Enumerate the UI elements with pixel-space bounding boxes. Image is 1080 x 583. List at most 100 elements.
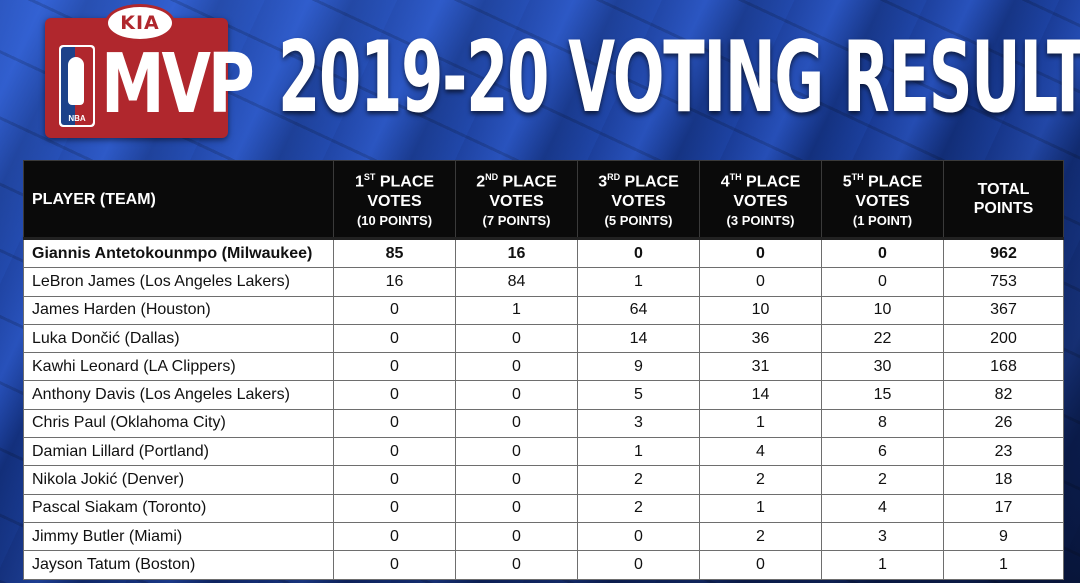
total-points-cell: 9	[943, 521, 1064, 552]
player-cell: Giannis Antetokounmpo (Milwaukee)	[23, 236, 334, 269]
first-place-votes-cell: 0	[333, 352, 456, 382]
total-points-cell: 18	[943, 465, 1064, 495]
player-cell: Damian Lillard (Portland)	[23, 437, 334, 467]
first-place-votes-cell: 0	[333, 493, 456, 523]
second-place-votes-cell: 0	[455, 323, 578, 354]
fifth-place-votes-cell: 10	[821, 295, 944, 325]
kia-mvp-logo: NBA MVP	[45, 18, 255, 138]
results-table-container: PLAYER (TEAM) 1ST PLACE VOTES (10 POINTS…	[23, 160, 1064, 580]
total-points-cell: 82	[943, 380, 1064, 410]
second-place-votes-cell: 16	[455, 236, 578, 269]
second-place-votes-cell: 0	[455, 380, 578, 410]
fourth-place-votes-cell: 0	[699, 550, 822, 580]
player-cell: Chris Paul (Oklahoma City)	[23, 408, 334, 439]
third-place-votes-cell: 9	[577, 352, 700, 382]
player-cell: Pascal Siakam (Toronto)	[23, 493, 334, 523]
total-points-cell: 962	[943, 236, 1064, 269]
third-place-votes-cell: 5	[577, 380, 700, 410]
first-place-votes-cell: 16	[333, 267, 456, 297]
mvp-text: MVP	[101, 37, 255, 132]
second-place-votes-cell: 84	[455, 267, 578, 297]
total-points-cell: 168	[943, 352, 1064, 382]
second-place-votes-cell: 0	[455, 352, 578, 382]
fifth-place-votes-cell: 8	[821, 408, 944, 439]
header-3rd-place: 3RD PLACE VOTES (5 POINTS)	[577, 160, 700, 239]
third-place-votes-cell: 1	[577, 267, 700, 297]
total-points-cell: 367	[943, 295, 1064, 325]
player-cell: Luka Dončić (Dallas)	[23, 323, 334, 354]
fifth-place-votes-cell: 30	[821, 352, 944, 382]
first-place-votes-cell: 0	[333, 465, 456, 495]
fourth-place-votes-cell: 1	[699, 493, 822, 523]
fourth-place-votes-cell: 0	[699, 236, 822, 269]
third-place-votes-cell: 0	[577, 550, 700, 580]
player-cell: Nikola Jokić (Denver)	[23, 465, 334, 495]
fifth-place-votes-cell: 6	[821, 437, 944, 467]
table-header-row: PLAYER (TEAM) 1ST PLACE VOTES (10 POINTS…	[23, 160, 1064, 239]
second-place-votes-cell: 0	[455, 408, 578, 439]
fifth-place-votes-cell: 3	[821, 521, 944, 552]
fifth-place-votes-cell: 0	[821, 267, 944, 297]
third-place-votes-cell: 64	[577, 295, 700, 325]
player-cell: Anthony Davis (Los Angeles Lakers)	[23, 380, 334, 410]
third-place-votes-cell: 0	[577, 521, 700, 552]
fifth-place-votes-cell: 15	[821, 380, 944, 410]
nba-logo-text: NBA	[68, 114, 86, 123]
table-row: Nikola Jokić (Denver) 0 0 2 2 2 18	[23, 465, 1064, 495]
header-5th-place: 5TH PLACE VOTES (1 POINT)	[821, 160, 944, 239]
third-place-votes-cell: 1	[577, 437, 700, 467]
table-row: Pascal Siakam (Toronto) 0 0 2 1 4 17	[23, 493, 1064, 523]
total-points-cell: 26	[943, 408, 1064, 439]
fourth-place-votes-cell: 2	[699, 521, 822, 552]
player-cell: Jayson Tatum (Boston)	[23, 550, 334, 580]
player-cell: Kawhi Leonard (LA Clippers)	[23, 352, 334, 382]
total-points-cell: 200	[943, 323, 1064, 354]
fifth-place-votes-cell: 0	[821, 236, 944, 269]
fifth-place-votes-cell: 22	[821, 323, 944, 354]
first-place-votes-cell: 0	[333, 380, 456, 410]
fourth-place-votes-cell: 36	[699, 323, 822, 354]
table-row: Kawhi Leonard (LA Clippers) 0 0 9 31 30 168	[23, 352, 1064, 382]
table-row: LeBron James (Los Angeles Lakers) 16 84 1 0 0…	[23, 267, 1064, 297]
table-row: Anthony Davis (Los Angeles Lakers) 0 0 5 14 1…	[23, 380, 1064, 410]
second-place-votes-cell: 0	[455, 550, 578, 580]
fifth-place-votes-cell: 2	[821, 465, 944, 495]
total-points-cell: 1	[943, 550, 1064, 580]
player-cell: James Harden (Houston)	[23, 295, 334, 325]
nba-logo-icon: NBA	[59, 45, 95, 127]
second-place-votes-cell: 0	[455, 465, 578, 495]
header-player-team: PLAYER (TEAM)	[23, 160, 334, 239]
first-place-votes-cell: 0	[333, 295, 456, 325]
first-place-votes-cell: 0	[333, 437, 456, 467]
fourth-place-votes-cell: 1	[699, 408, 822, 439]
first-place-votes-cell: 0	[333, 550, 456, 580]
first-place-votes-cell: 0	[333, 521, 456, 552]
fourth-place-votes-cell: 4	[699, 437, 822, 467]
table-row: Jayson Tatum (Boston) 0 0 0 0 1 1	[23, 550, 1064, 580]
table-row: Chris Paul (Oklahoma City) 0 0 3 1 8 26	[23, 408, 1064, 439]
third-place-votes-cell: 14	[577, 323, 700, 354]
table-row: Damian Lillard (Portland) 0 0 1 4 6 23	[23, 437, 1064, 467]
first-place-votes-cell: 0	[333, 408, 456, 439]
header-4th-place: 4TH PLACE VOTES (3 POINTS)	[699, 160, 822, 239]
second-place-votes-cell: 0	[455, 493, 578, 523]
kia-logo: KIA	[105, 4, 175, 42]
fifth-place-votes-cell: 1	[821, 550, 944, 580]
fourth-place-votes-cell: 2	[699, 465, 822, 495]
table-row: Luka Dončić (Dallas) 0 0 14 36 22 200	[23, 323, 1064, 354]
voting-results-table: PLAYER (TEAM) 1ST PLACE VOTES (10 POINTS…	[23, 160, 1064, 580]
header-total-points: TOTAL POINTS	[943, 160, 1064, 239]
player-cell: LeBron James (Los Angeles Lakers)	[23, 267, 334, 297]
fourth-place-votes-cell: 10	[699, 295, 822, 325]
first-place-votes-cell: 85	[333, 236, 456, 269]
total-points-cell: 753	[943, 267, 1064, 297]
header-1st-place: 1ST PLACE VOTES (10 POINTS)	[333, 160, 456, 239]
table-row: Jimmy Butler (Miami) 0 0 0 2 3 9	[23, 521, 1064, 552]
header-2nd-place: 2ND PLACE VOTES (7 POINTS)	[455, 160, 578, 239]
fifth-place-votes-cell: 4	[821, 493, 944, 523]
second-place-votes-cell: 1	[455, 295, 578, 325]
fourth-place-votes-cell: 0	[699, 267, 822, 297]
table-row: James Harden (Houston) 0 1 64 10 10 367	[23, 295, 1064, 325]
second-place-votes-cell: 0	[455, 437, 578, 467]
second-place-votes-cell: 0	[455, 521, 578, 552]
